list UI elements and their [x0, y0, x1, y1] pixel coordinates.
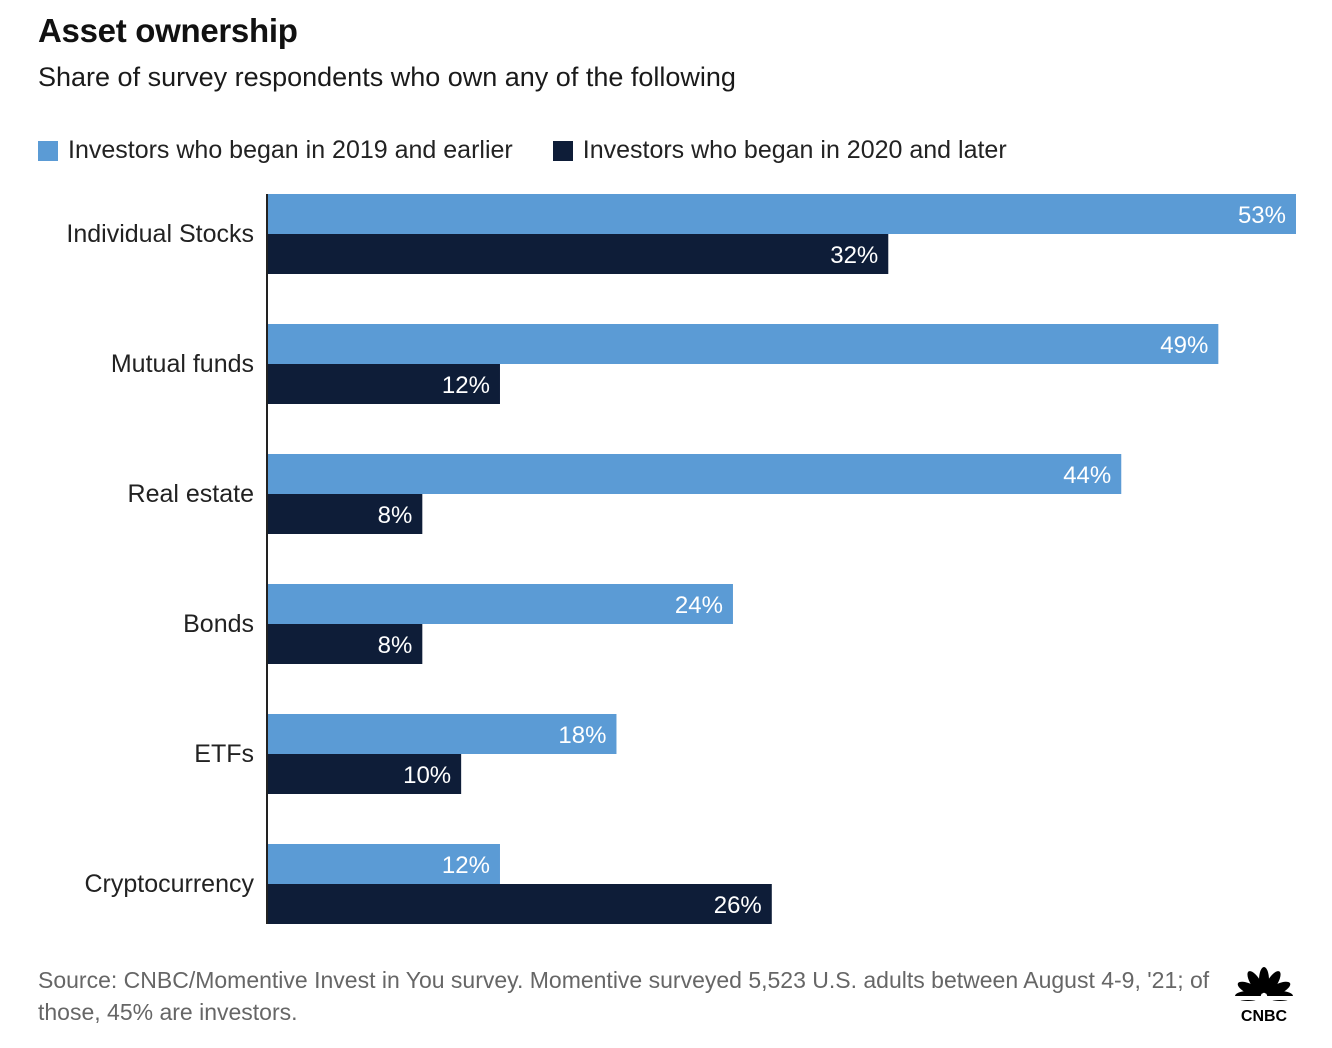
bar-series-2020	[267, 364, 500, 404]
category-label: ETFs	[194, 740, 254, 768]
bar-series-2020	[267, 884, 772, 924]
legend-item-2020: Investors who began in 2020 and later	[552, 136, 1007, 165]
data-label: 32%	[830, 242, 878, 269]
data-label: 12%	[442, 852, 490, 879]
bar-series-2020	[267, 754, 462, 794]
legend-item-2019: Investors who began in 2019 and earlier	[38, 136, 513, 165]
legend-label-2020: Investors who began in 2020 and later	[582, 136, 1007, 164]
bar-series-2019	[267, 714, 617, 754]
bar-series-2020	[267, 624, 423, 664]
data-label: 12%	[442, 372, 490, 399]
bar-series-2019	[267, 324, 1219, 364]
category-label: Real estate	[128, 480, 254, 508]
chart-subtitle: Share of survey respondents who own any …	[38, 62, 736, 92]
data-label: 8%	[378, 502, 413, 529]
data-label: 53%	[1238, 202, 1286, 229]
data-label: 18%	[558, 722, 606, 749]
legend: Investors who began in 2019 and earlier …	[38, 136, 1047, 165]
bar-series-2020	[267, 234, 889, 274]
legend-swatch-2019	[38, 140, 58, 161]
data-label: 24%	[675, 592, 723, 619]
cnbc-logo-wordmark: CNBC	[1241, 1008, 1288, 1024]
cnbc-peacock-logo: CNBC	[1230, 967, 1298, 1024]
data-label: 44%	[1063, 462, 1111, 489]
category-label: Bonds	[183, 610, 254, 638]
bar-series-2019	[267, 454, 1122, 494]
data-label: 49%	[1160, 332, 1208, 359]
bar-series-2019	[267, 584, 733, 624]
bar-series-2020	[267, 494, 423, 534]
data-label: 10%	[403, 762, 451, 789]
category-label: Individual Stocks	[66, 220, 254, 248]
category-label: Mutual funds	[111, 350, 254, 378]
data-label: 8%	[378, 632, 413, 659]
bar-series-2019	[267, 844, 500, 884]
bar-series-2019	[267, 194, 1296, 234]
bar-chart: Individual Stocks 53% 32% Mutual funds 49% 12…	[66, 194, 1296, 924]
data-label: 26%	[714, 892, 762, 919]
source-note: Source: CNBC/Momentive Invest in You sur…	[38, 967, 1210, 1025]
chart-title: Asset ownership	[38, 12, 298, 49]
legend-label-2019: Investors who began in 2019 and earlier	[68, 136, 513, 164]
category-label: Cryptocurrency	[85, 870, 255, 898]
legend-swatch-2020	[552, 140, 573, 161]
